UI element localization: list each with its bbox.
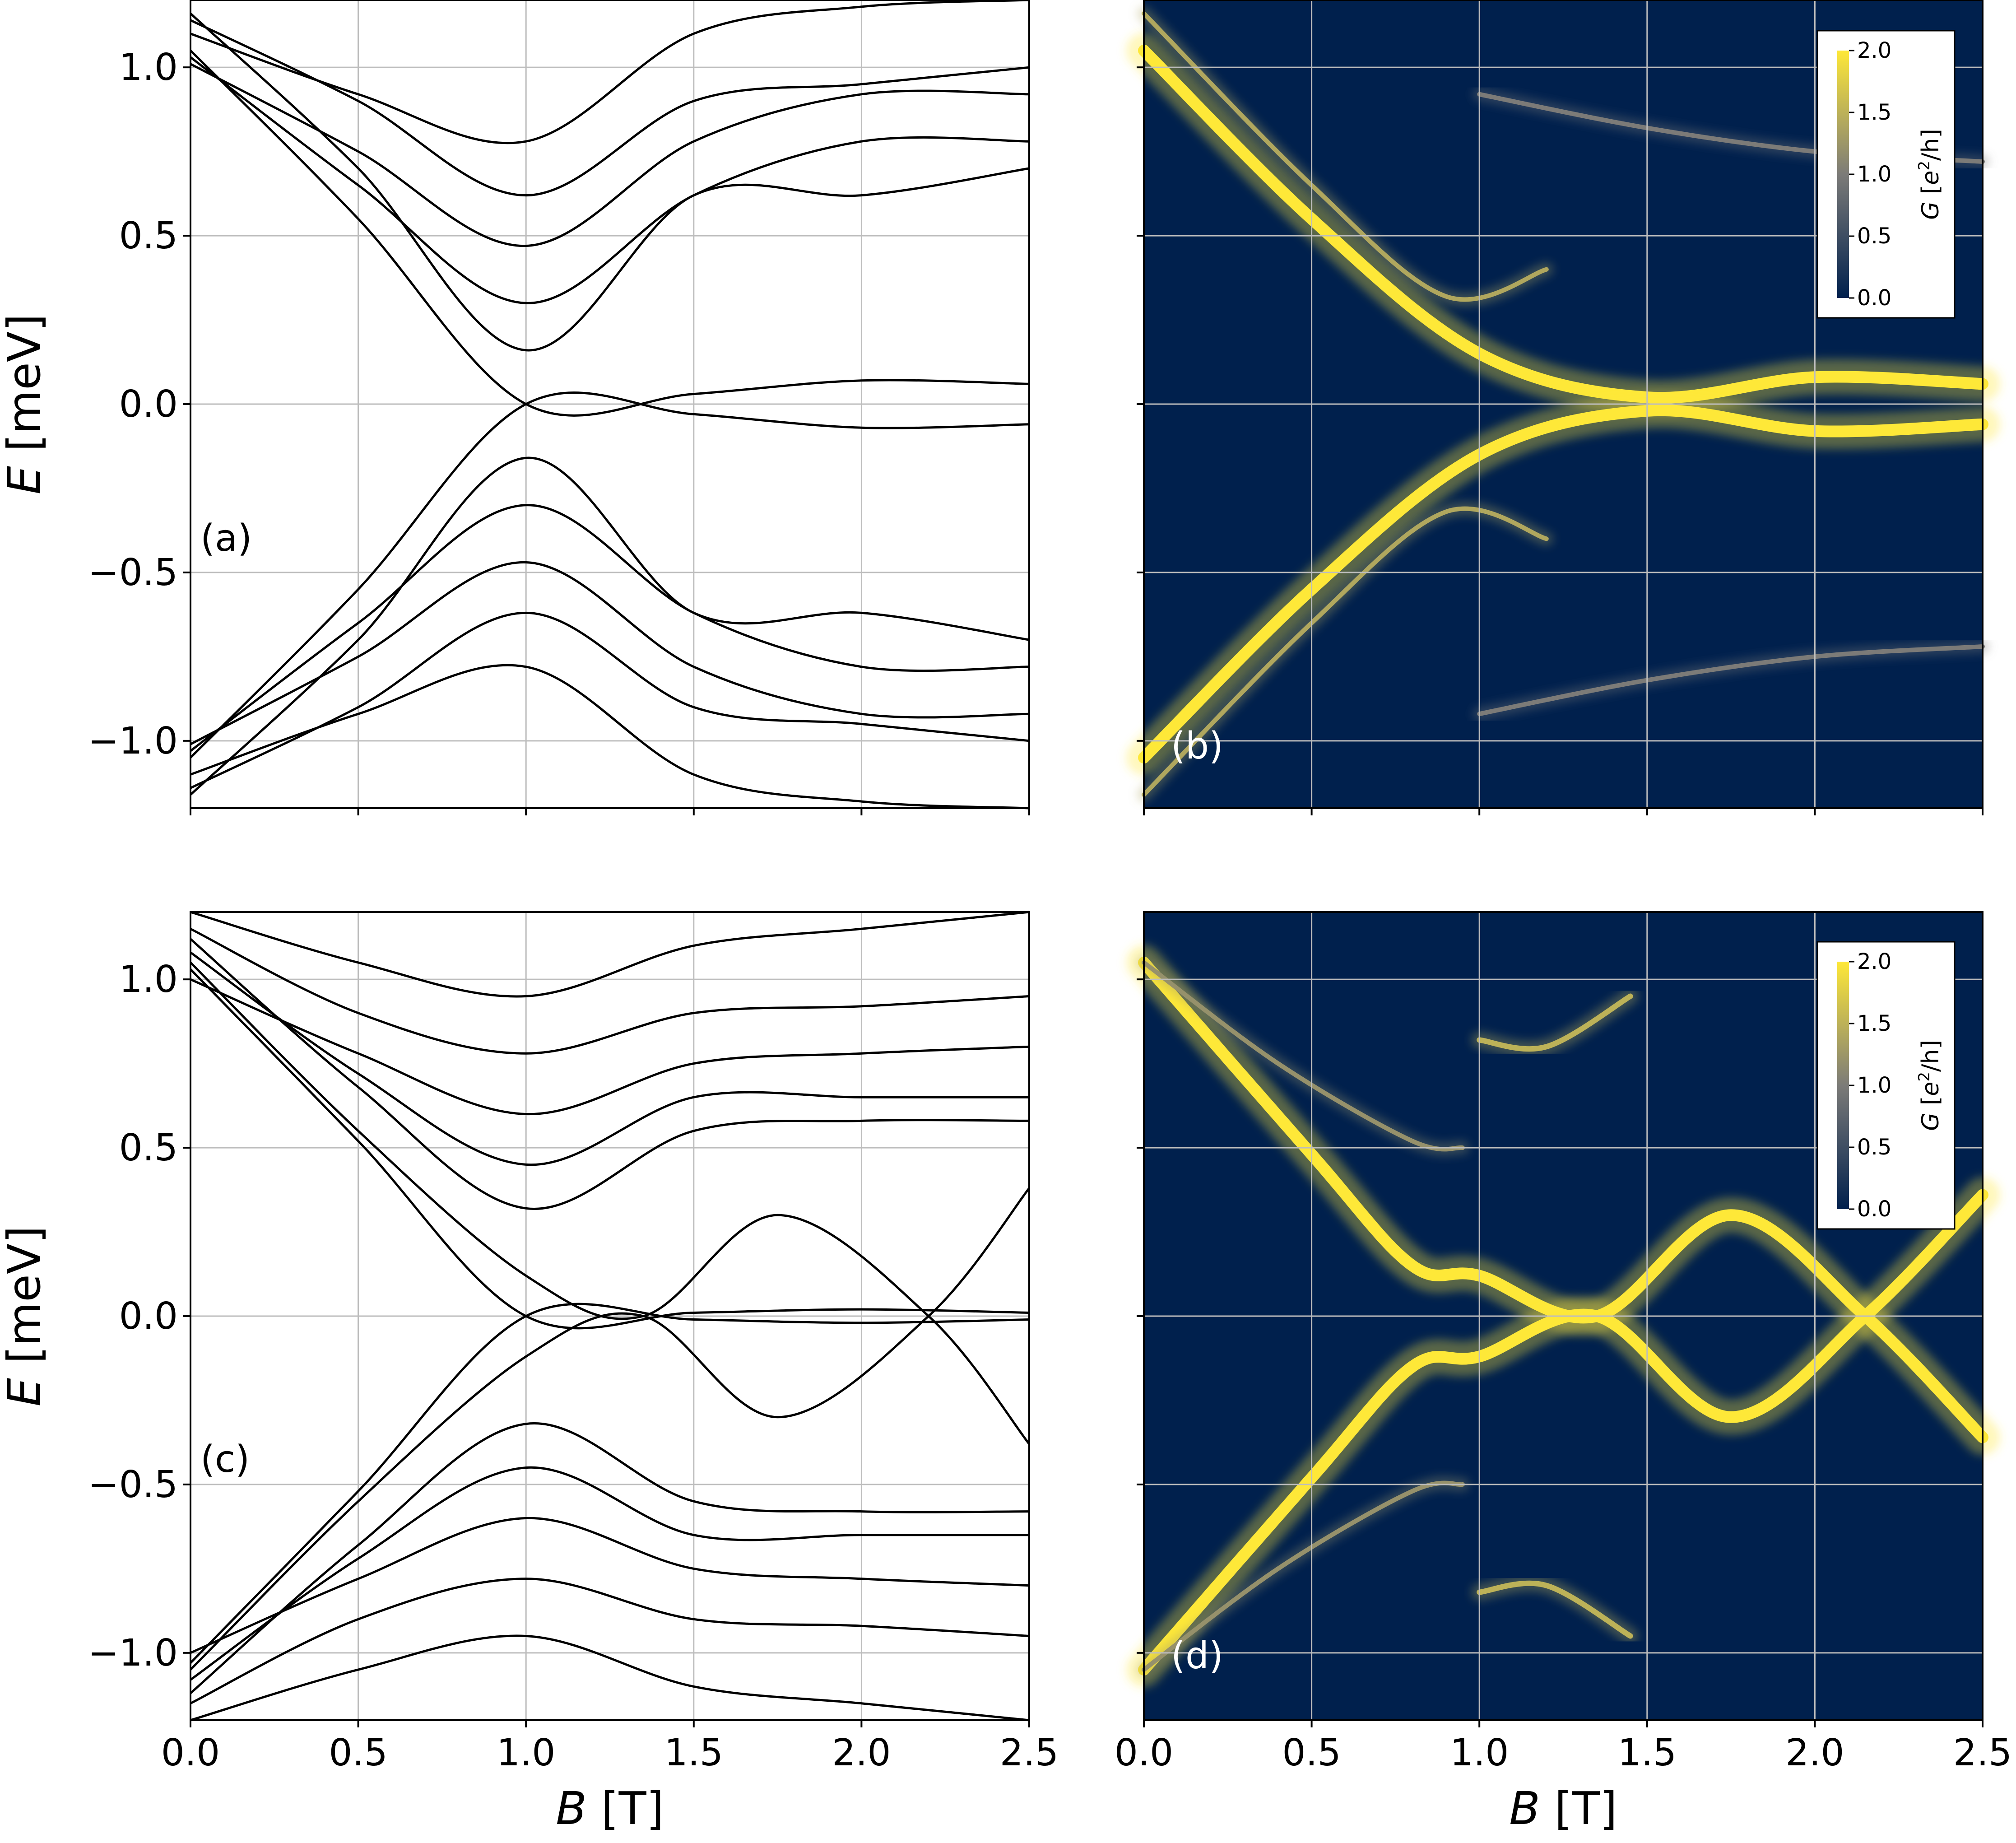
band-line — [190, 504, 1030, 752]
y-tick-label: −0.5 — [88, 551, 178, 594]
x-tick-label: 1.5 — [1618, 1731, 1677, 1774]
colorbar-tick-label: 2.0 — [1857, 38, 1891, 63]
band-line — [190, 63, 1030, 247]
panel-label: (a) — [200, 517, 252, 560]
band-line — [190, 12, 1030, 352]
panel-label: (b) — [1171, 725, 1223, 768]
y-tick-label: 1.0 — [119, 46, 178, 89]
y-tick-label: 0.0 — [119, 1295, 178, 1338]
y-tick-label: 0.5 — [119, 1126, 178, 1169]
colorbar-title: G [e2/h] — [1915, 129, 1944, 220]
band-line — [190, 456, 1030, 796]
band-lines — [190, 911, 1030, 1722]
colorbar: 0.0 0.5 1.0 1.5 2.0 G [e2/h] — [1816, 941, 1956, 1230]
x-tick-label: 1.0 — [497, 1731, 555, 1774]
colorbar-tick-label: 1.5 — [1857, 100, 1891, 125]
x-tick-label: 1.0 — [1450, 1731, 1509, 1774]
x-tick-label: 0.5 — [1282, 1731, 1341, 1774]
panel-label: (d) — [1171, 1634, 1223, 1677]
colorbar-ticks: 0.0 0.5 1.0 1.5 2.0 — [1849, 38, 1891, 311]
band-line — [190, 1187, 1030, 1671]
colorbar-gradient — [1837, 51, 1849, 298]
colorbar: 0.0 0.5 1.0 1.5 2.0 G [e2/h] — [1816, 30, 1956, 319]
band-line — [190, 56, 1030, 304]
panel-a: −1.0 −0.5 0.0 0.5 1.0 (a) — [88, 0, 1030, 815]
band-line — [190, 664, 1030, 810]
conductance-ridge — [1477, 644, 1985, 717]
y-tick-label: −0.5 — [88, 1463, 178, 1506]
band-line — [190, 968, 1030, 1330]
x-tick-label: 0.5 — [329, 1731, 387, 1774]
band-line — [190, 1466, 1029, 1681]
y-tick-label: −1.0 — [88, 720, 178, 763]
band-line — [190, 50, 1030, 417]
band-line — [190, 911, 1030, 998]
conductance-ridge — [1138, 44, 1988, 404]
band-lines — [190, 0, 1030, 810]
colorbar-ticks: 0.0 0.5 1.0 1.5 2.0 — [1849, 949, 1891, 1222]
tick-marks — [1137, 66, 1983, 815]
band-line — [190, 978, 1030, 1116]
tick-marks: 0.0 0.5 1.0 1.5 2.0 2.5 — [1115, 978, 2012, 1774]
tick-marks: 0.0 0.5 1.0 1.5 2.0 2.5 −1.0 −0.5 0.0 0.5 1.0 — [88, 958, 1059, 1774]
x-tick-label: 1.5 — [664, 1731, 723, 1774]
band-line — [190, 561, 1030, 745]
y-axis-title-bottom: E [meV] — [0, 1226, 51, 1406]
panel-d: 0.0 0.5 1.0 1.5 2.0 2.5 (d) 0.0 0.5 1.0 1.5 2.0 G… — [1115, 911, 2012, 1774]
x-tick-label: 0.0 — [161, 1731, 220, 1774]
panel-c: 0.0 0.5 1.0 1.5 2.0 2.5 −1.0 −0.5 0.0 0.5 1.0 (c) — [88, 911, 1059, 1774]
colorbar-tick-label: 0.0 — [1857, 285, 1891, 311]
band-line — [190, 0, 1030, 144]
x-tick-label: 2.5 — [1953, 1731, 2012, 1774]
y-tick-label: −1.0 — [88, 1632, 178, 1675]
x-tick-label: 2.0 — [832, 1731, 891, 1774]
band-line — [190, 1422, 1030, 1694]
colorbar-tick-label: 1.0 — [1857, 162, 1891, 187]
band-line — [190, 611, 1030, 789]
colorbar-tick-label: 2.0 — [1857, 949, 1891, 974]
y-tick-label: 0.0 — [119, 383, 178, 426]
conductance-ridge — [1138, 404, 1988, 764]
band-line — [190, 1634, 1030, 1722]
colorbar-tick-label: 0.0 — [1857, 1196, 1891, 1222]
band-line — [190, 1303, 1030, 1664]
band-line — [190, 938, 1030, 1210]
colorbar-gradient — [1837, 962, 1849, 1209]
band-line — [190, 1517, 1030, 1654]
y-axis-title-top: E [meV] — [0, 314, 51, 494]
band-line — [190, 1578, 1030, 1704]
x-tick-label: 2.5 — [1000, 1731, 1059, 1774]
y-tick-label: 0.5 — [119, 214, 178, 257]
y-tick-label: 1.0 — [119, 958, 178, 1001]
tick-marks: −1.0 −0.5 0.0 0.5 1.0 — [88, 46, 1030, 815]
conductance-ridge — [1142, 11, 1549, 302]
band-line — [190, 951, 1029, 1166]
colorbar-tick-label: 1.5 — [1857, 1011, 1891, 1036]
band-line — [190, 391, 1030, 759]
x-axis-title-d: B [T] — [1509, 1782, 1617, 1835]
colorbar-tick-label: 1.0 — [1857, 1073, 1891, 1098]
conductance-ridge — [1477, 993, 1633, 1052]
band-line — [190, 928, 1030, 1055]
colorbar-title: G [e2/h] — [1915, 1040, 1944, 1131]
x-tick-label: 2.0 — [1785, 1731, 1844, 1774]
x-tick-label: 0.0 — [1115, 1731, 1173, 1774]
panel-label: (c) — [200, 1438, 250, 1481]
colorbar-tick-label: 0.5 — [1857, 223, 1891, 249]
band-line — [190, 19, 1030, 197]
conductance-ridge — [1142, 506, 1549, 797]
conductance-ridges — [1126, 6, 2000, 802]
panel-b: (b) 0.0 0.5 1.0 1.5 2.0 G [e2/h] — [1126, 0, 2000, 815]
conductance-ridge — [1477, 1580, 1633, 1639]
x-axis-title-c: B [T] — [556, 1782, 664, 1835]
colorbar-tick-label: 0.5 — [1857, 1135, 1891, 1160]
